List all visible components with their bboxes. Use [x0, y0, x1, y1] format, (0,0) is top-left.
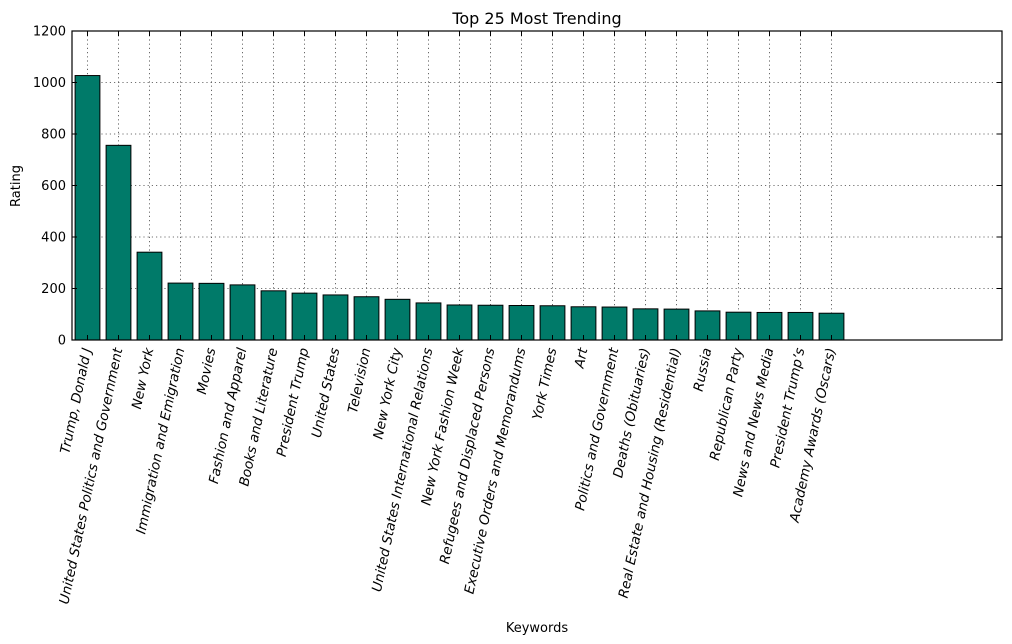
- y-tick-label: 0: [58, 334, 66, 349]
- x-tick-label: Trump, Donald J: [57, 346, 95, 455]
- bar: [539, 305, 566, 341]
- bar: [198, 282, 225, 341]
- x-tick-label: President Trump: [274, 347, 313, 459]
- y-axis-ticks: 0 200 400 600 800 1000 1200: [33, 25, 1002, 349]
- x-tick-label: Movies: [194, 347, 219, 396]
- y-tick-label: 1200: [33, 25, 66, 40]
- x-axis-label: Keywords: [506, 621, 569, 636]
- bar: [508, 304, 535, 341]
- chart-title: Top 25 Most Trending: [451, 9, 621, 28]
- x-tick-label: New York City: [370, 346, 405, 441]
- bar: [105, 144, 132, 341]
- bar: [601, 306, 628, 341]
- x-tick-label: New York: [129, 345, 158, 410]
- bar: [322, 294, 349, 341]
- x-tick-label: York Times: [530, 347, 561, 422]
- grid-lines: [72, 31, 1002, 340]
- y-tick-label: 600: [41, 179, 66, 194]
- bar: [446, 304, 473, 341]
- bar: [818, 312, 845, 341]
- x-tick-label: Russia: [691, 347, 716, 393]
- bar: [136, 251, 163, 341]
- x-tick-label: Politics and Government: [572, 346, 622, 512]
- bar: [229, 284, 256, 341]
- y-tick-label: 200: [41, 282, 66, 297]
- x-tick-label: Art: [571, 346, 591, 371]
- bar: [260, 290, 287, 341]
- x-tick-label: United States Politics and Government: [56, 346, 126, 606]
- x-tick-label: Television: [345, 347, 374, 415]
- bar: [477, 304, 504, 341]
- y-tick-label: 1000: [33, 76, 66, 91]
- bar: [353, 296, 380, 341]
- y-axis-label: Rating: [9, 165, 24, 207]
- bar: [291, 292, 318, 341]
- bar: [384, 298, 411, 341]
- x-tick-label: United States: [309, 347, 344, 440]
- bar: [415, 302, 442, 341]
- bar: [74, 75, 101, 341]
- bar: [570, 306, 597, 341]
- bar: [167, 282, 194, 341]
- y-tick-label: 800: [41, 128, 66, 143]
- y-tick-label: 400: [41, 231, 66, 246]
